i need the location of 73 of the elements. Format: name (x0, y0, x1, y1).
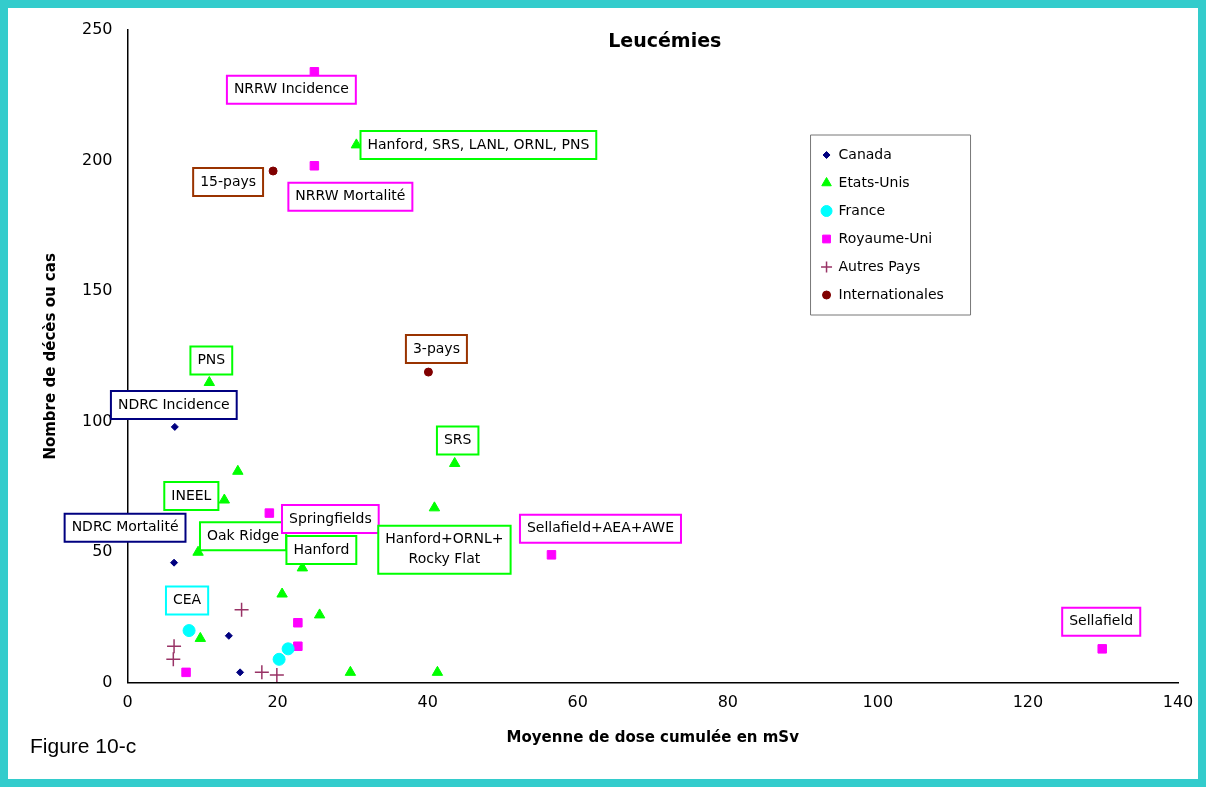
point (313, 608, 326, 619)
legend-label: France (838, 201, 886, 218)
point (182, 624, 196, 638)
point (165, 651, 182, 668)
chart-title: Leucémies (608, 28, 722, 51)
point (232, 464, 244, 475)
caption: Figure 10-c (30, 733, 137, 757)
point (293, 641, 303, 651)
annotation: PNS (197, 351, 226, 368)
annotation: Sellafield+AEA+AWE (526, 519, 674, 536)
annotation: CEA (172, 591, 202, 608)
point (166, 638, 182, 654)
point (192, 545, 204, 556)
annotation: Sellafield (1069, 612, 1134, 629)
point (448, 456, 461, 467)
y-tick-label: 250 (81, 19, 113, 39)
point (428, 501, 441, 512)
point (254, 664, 270, 681)
point (281, 642, 295, 656)
y-axis-title: Nombre de décès ou cas (40, 253, 59, 460)
legend-label: Internationales (838, 285, 944, 302)
y-tick-label: 150 (81, 280, 113, 300)
point (309, 161, 320, 171)
annotation: Springfields (289, 509, 372, 526)
annotation: NDRC Incidence (117, 395, 230, 412)
annotation: NRRW Mortalité (295, 187, 406, 204)
annotation: Hanford (293, 540, 350, 557)
x-tick-label: 20 (267, 691, 288, 711)
annotation: NDRC Mortalité (71, 518, 179, 535)
y-tick-label: 200 (81, 149, 113, 169)
point (181, 667, 191, 678)
y-tick-label: 50 (92, 541, 113, 561)
legend-label: Canada (838, 145, 892, 162)
y-tick-label: 100 (81, 410, 113, 430)
point (1097, 644, 1107, 654)
point (264, 508, 275, 518)
annotation: Hanford+ORNL+ Rocky Flat (385, 530, 504, 567)
legend-label: Royaume-Uni (838, 229, 933, 246)
x-tick-label: 140 (1162, 691, 1194, 711)
x-tick-label: 40 (417, 691, 438, 711)
annotation: Oak Ridge (206, 526, 280, 543)
point (236, 668, 245, 677)
x-tick-label: 120 (1012, 691, 1044, 711)
point (276, 587, 288, 598)
point (218, 493, 231, 504)
point (344, 665, 357, 676)
point (224, 631, 233, 640)
point (170, 422, 179, 431)
point (293, 618, 303, 628)
annotation: Hanford, SRS, LANL, ORNL, PNS (367, 135, 590, 152)
point (423, 367, 433, 377)
x-tick-label: 100 (862, 691, 894, 711)
point (233, 601, 250, 618)
x-tick-label: 60 (567, 691, 588, 711)
point (272, 652, 286, 666)
annotation: SRS (443, 431, 472, 448)
point (268, 166, 278, 176)
y-tick-label: 0 (102, 671, 113, 691)
annotation: NRRW Incidence (233, 80, 349, 97)
point (194, 631, 207, 642)
annotation: 15-pays (200, 172, 257, 189)
point (431, 665, 444, 676)
x-tick-label: 0 (122, 691, 133, 711)
point (203, 376, 216, 387)
point (546, 550, 557, 560)
point (269, 667, 285, 683)
x-tick-label: 80 (717, 691, 738, 711)
annotation: 3-pays (412, 339, 460, 356)
annotation: INEEL (171, 486, 212, 503)
x-axis-title: Moyenne de dose cumulée en mSv (506, 727, 800, 746)
legend-label: Etats-Unis (838, 173, 910, 190)
legend-label: Autres Pays (838, 257, 921, 274)
point (170, 558, 179, 567)
